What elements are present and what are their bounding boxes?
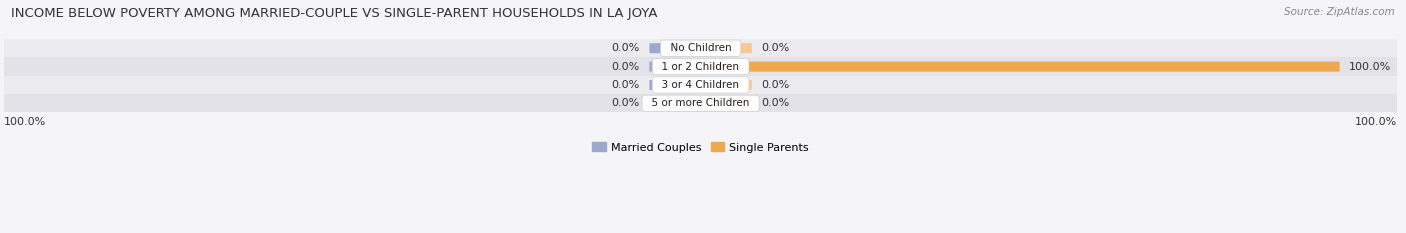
Text: 3 or 4 Children: 3 or 4 Children [655,80,745,90]
Text: 100.0%: 100.0% [1350,62,1392,72]
FancyBboxPatch shape [700,80,752,90]
Text: No Children: No Children [664,43,738,53]
FancyBboxPatch shape [650,62,700,72]
FancyBboxPatch shape [650,98,700,108]
Text: 0.0%: 0.0% [761,98,790,108]
Legend: Married Couples, Single Parents: Married Couples, Single Parents [588,138,814,157]
Text: 1 or 2 Children: 1 or 2 Children [655,62,745,72]
FancyBboxPatch shape [0,76,1403,94]
Text: Source: ZipAtlas.com: Source: ZipAtlas.com [1284,7,1395,17]
Text: 0.0%: 0.0% [612,80,640,90]
FancyBboxPatch shape [0,57,1403,76]
Text: 0.0%: 0.0% [612,98,640,108]
FancyBboxPatch shape [700,62,1340,72]
FancyBboxPatch shape [650,43,700,53]
Text: 100.0%: 100.0% [4,116,46,127]
Text: 0.0%: 0.0% [761,43,790,53]
Text: 0.0%: 0.0% [612,43,640,53]
Text: 100.0%: 100.0% [1355,116,1398,127]
FancyBboxPatch shape [0,94,1403,113]
FancyBboxPatch shape [700,98,752,108]
Text: INCOME BELOW POVERTY AMONG MARRIED-COUPLE VS SINGLE-PARENT HOUSEHOLDS IN LA JOYA: INCOME BELOW POVERTY AMONG MARRIED-COUPL… [11,7,658,20]
Text: 0.0%: 0.0% [761,80,790,90]
Text: 5 or more Children: 5 or more Children [645,98,756,108]
FancyBboxPatch shape [650,80,700,90]
FancyBboxPatch shape [0,39,1403,57]
Text: 0.0%: 0.0% [612,62,640,72]
FancyBboxPatch shape [700,43,752,53]
